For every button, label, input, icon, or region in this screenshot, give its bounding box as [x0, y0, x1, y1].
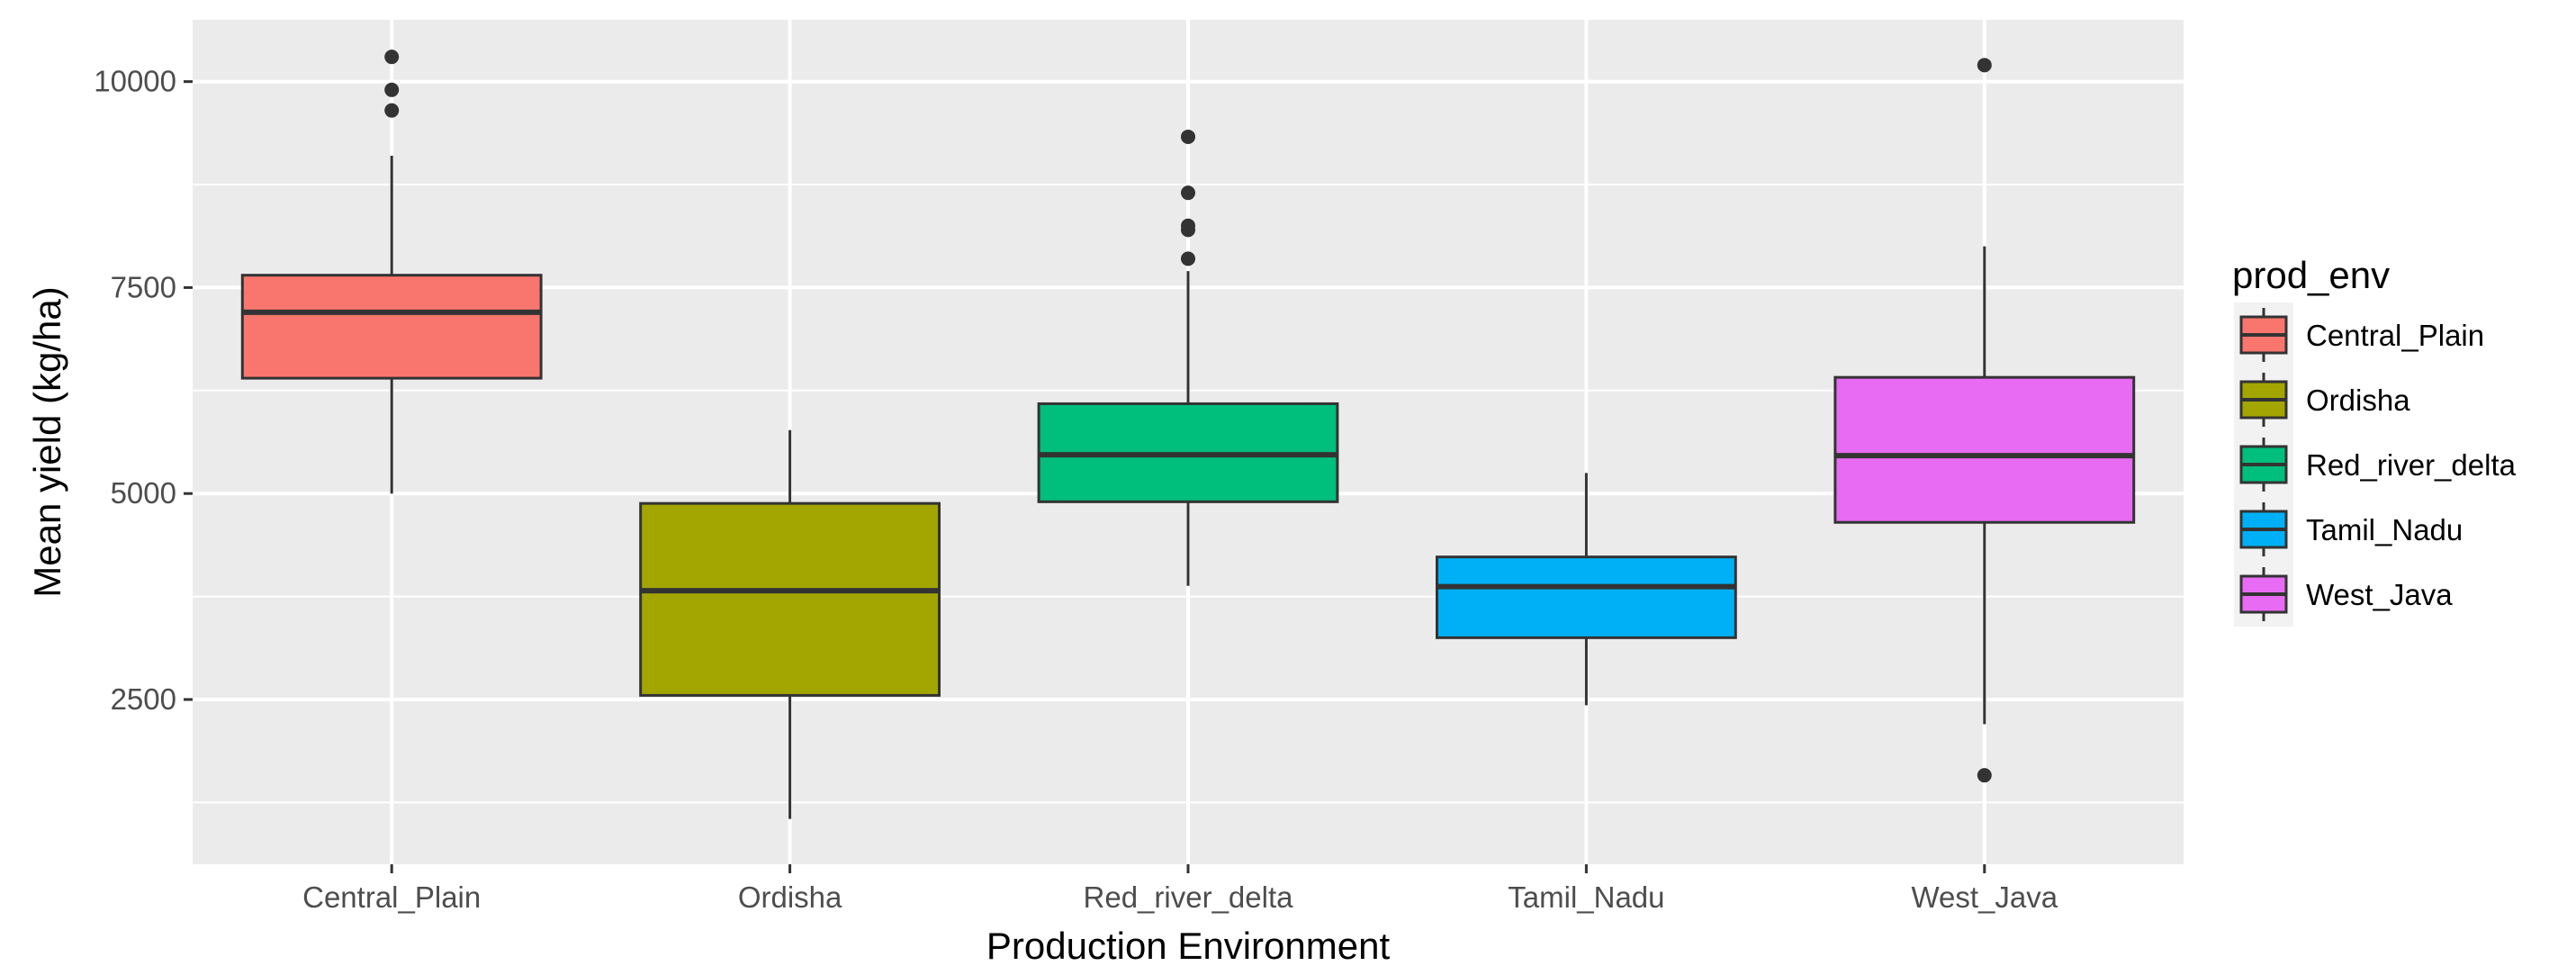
outlier-point — [1181, 218, 1195, 233]
box-body — [1833, 375, 2136, 524]
outlier-point — [1977, 58, 1992, 73]
box-Central_Plain — [240, 50, 543, 494]
legend-item-West_Java: West_Java — [2234, 562, 2453, 627]
x-tick-label: Red_river_delta — [1084, 880, 1294, 914]
legend-item-Red_river_delta: Red_river_delta — [2234, 432, 2517, 497]
outlier-point — [1977, 768, 1992, 783]
legend: prod_env Central_Plain Ordisha Red_river_d… — [2232, 254, 2517, 627]
x-tick-label: West_Java — [1911, 880, 2058, 914]
outlier-point — [1181, 185, 1195, 201]
outlier-point — [1181, 129, 1195, 144]
box-Red_river_delta — [1037, 129, 1339, 586]
box-body — [639, 501, 941, 697]
legend-label: Tamil_Nadu — [2306, 513, 2463, 546]
y-tick-label: 2500 — [111, 682, 176, 716]
legend-label: West_Java — [2306, 578, 2453, 611]
y-tick-label: 5000 — [111, 476, 176, 510]
legend-label: Ordisha — [2306, 384, 2410, 417]
x-axis: Central_Plain Ordisha Red_river_delta Tamil… — [302, 864, 2058, 914]
boxes-layer — [240, 50, 2136, 819]
y-tick-label: 10000 — [94, 65, 176, 98]
legend-keys: Central_Plain Ordisha Red_river_delta Tamil… — [2234, 302, 2517, 627]
box-Tamil_Nadu — [1436, 473, 1737, 706]
x-tick-label: Ordisha — [738, 880, 842, 914]
legend-item-Central_Plain: Central_Plain — [2234, 302, 2484, 367]
box-Ordisha — [639, 429, 941, 819]
outlier-point — [1181, 251, 1195, 266]
outlier-point — [384, 82, 400, 97]
y-axis: 2500 5000 7500 10000 — [94, 65, 193, 716]
x-axis-title: Production Environment — [986, 925, 1391, 967]
legend-label: Red_river_delta — [2306, 448, 2517, 482]
y-tick-label: 7500 — [111, 270, 176, 303]
box-West_Java — [1833, 58, 2136, 783]
legend-label: Central_Plain — [2306, 319, 2484, 352]
y-axis-title: Mean yield (kg/ha) — [26, 286, 68, 598]
legend-item-Ordisha: Ordisha — [2234, 367, 2410, 432]
x-tick-label: Central_Plain — [302, 880, 481, 914]
outlier-point — [384, 103, 400, 118]
box-body — [1436, 555, 1737, 639]
outlier-point — [384, 50, 400, 65]
box-body — [240, 274, 543, 380]
x-tick-label: Tamil_Nadu — [1508, 880, 1664, 914]
legend-title: prod_env — [2232, 254, 2390, 296]
legend-item-Tamil_Nadu: Tamil_Nadu — [2234, 497, 2463, 562]
